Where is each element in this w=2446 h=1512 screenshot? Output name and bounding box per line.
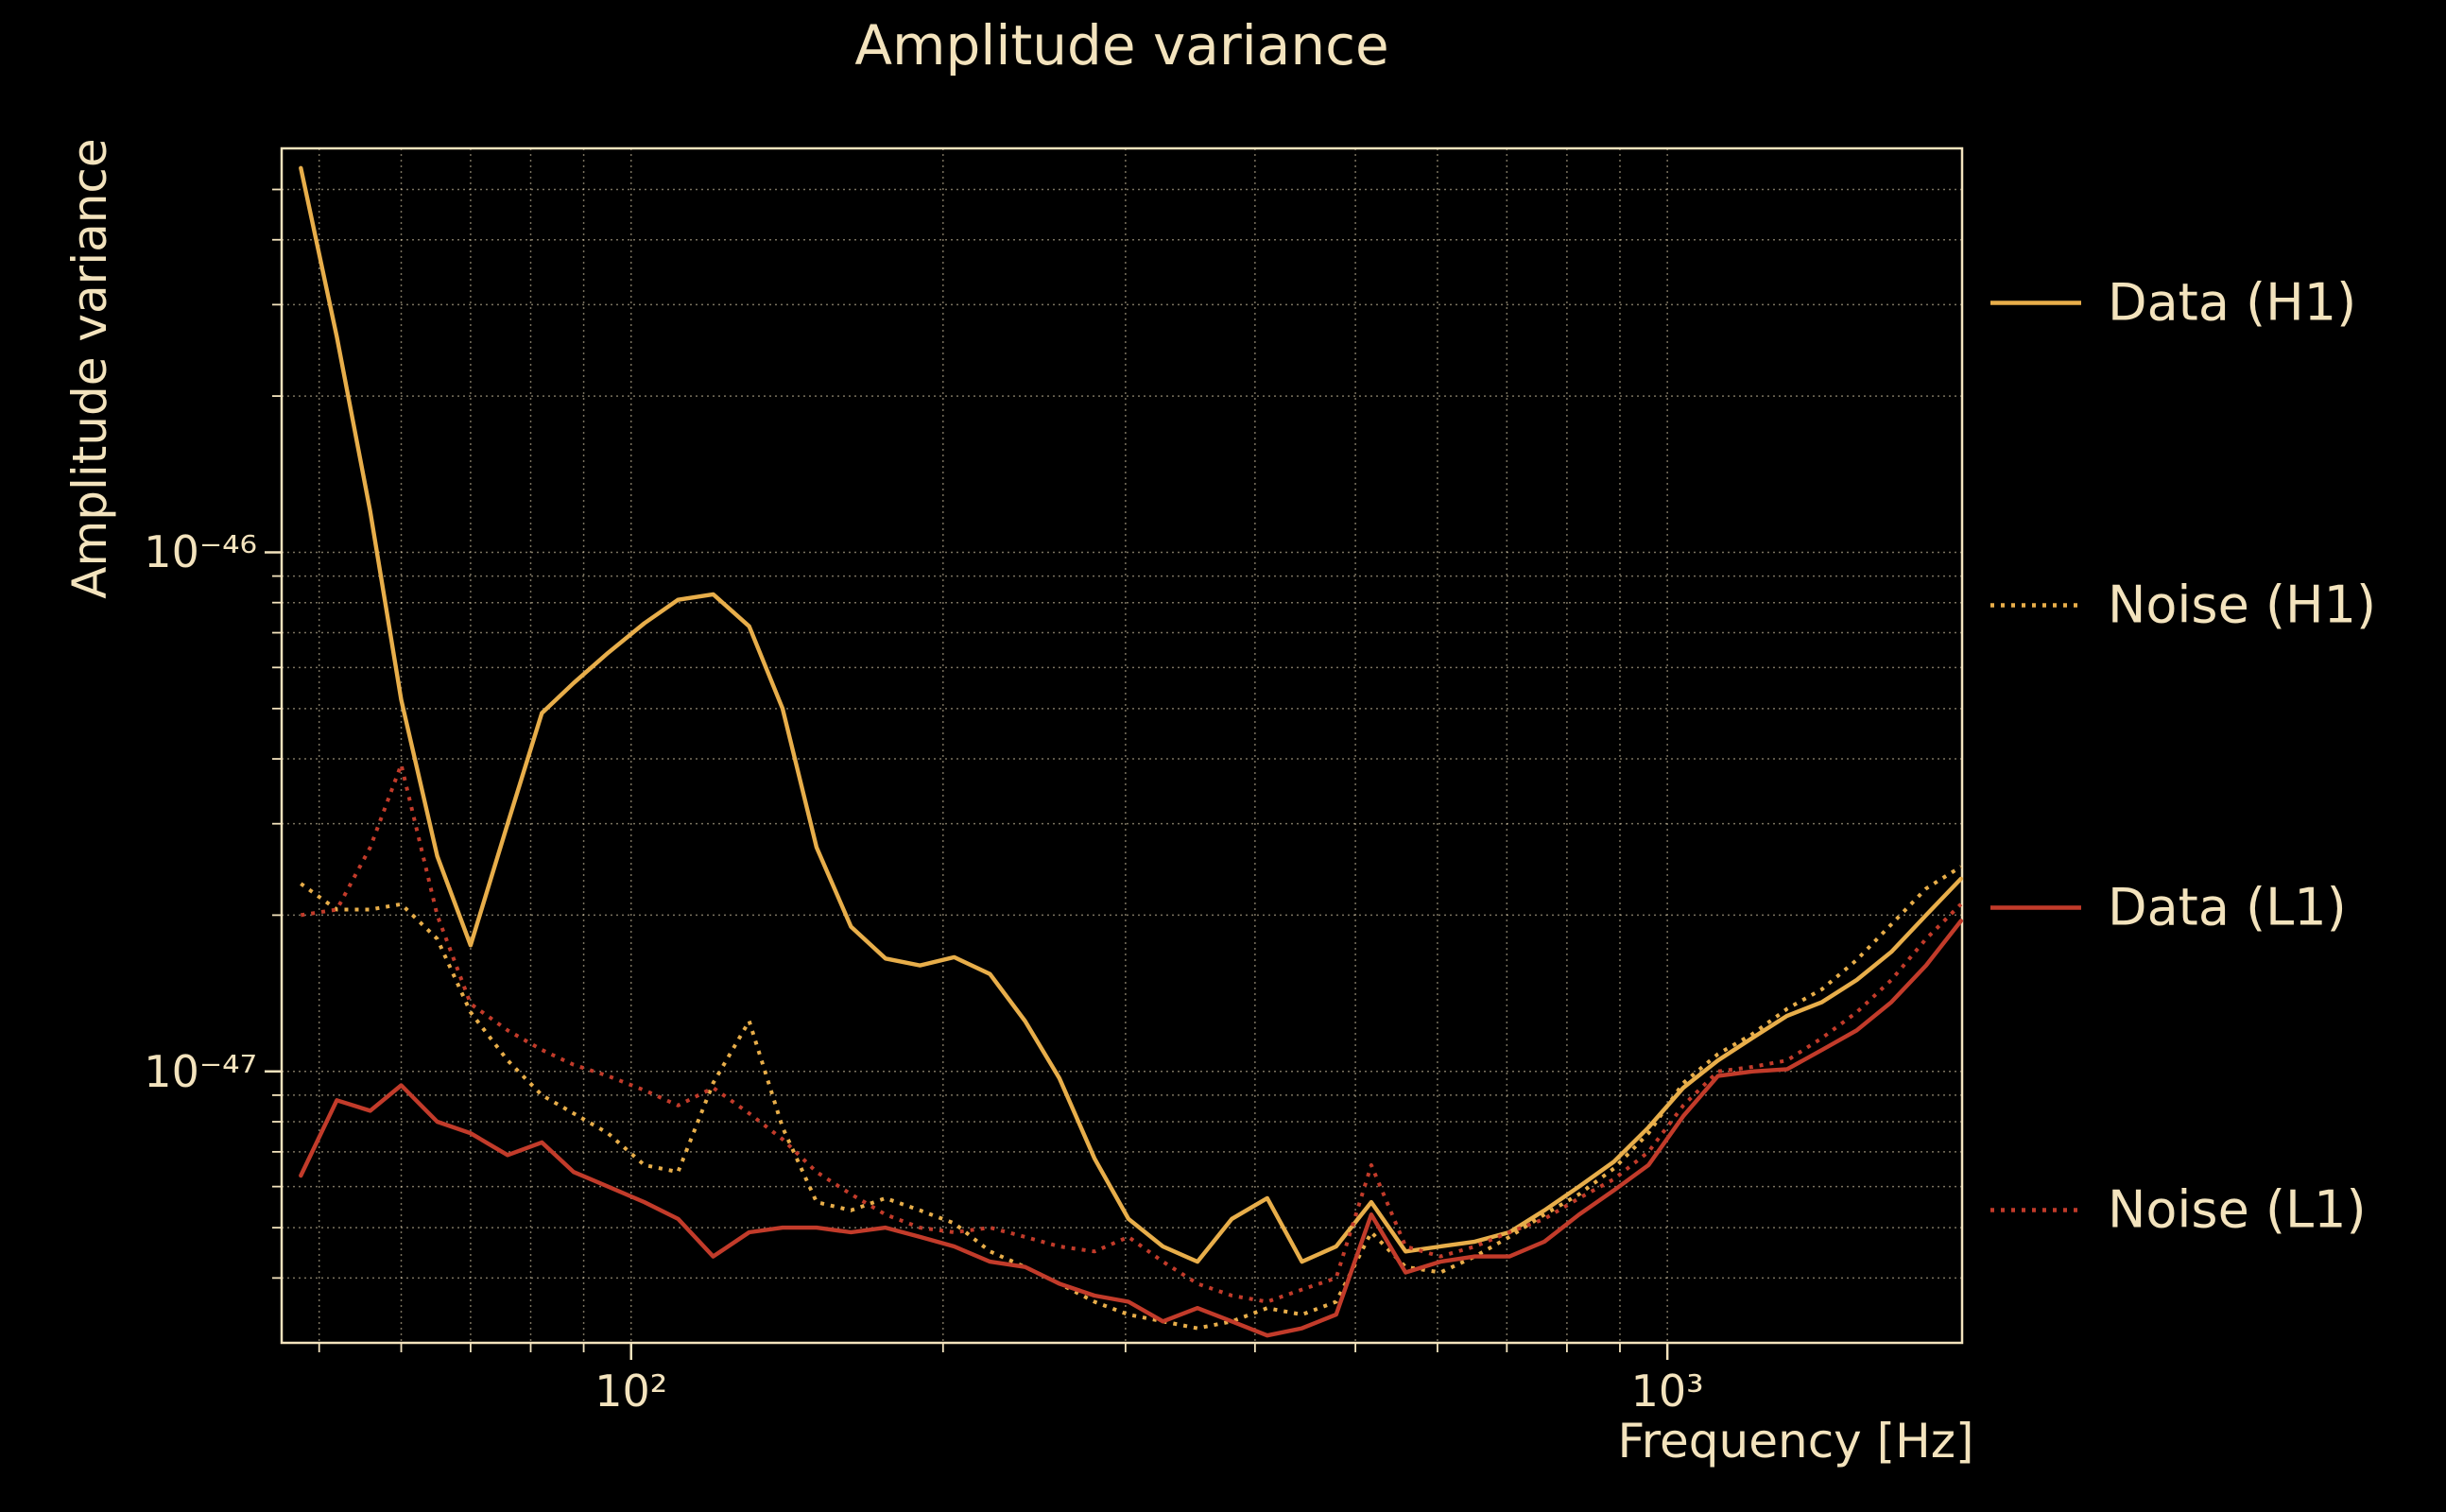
legend-line-sample-noise-h1 bbox=[1990, 602, 2081, 608]
legend-item-data-l1: Data (L1) bbox=[1990, 878, 2347, 937]
legend-line-sample-noise-l1 bbox=[1990, 1207, 2081, 1212]
x-axis-label: Frequency [Hz] bbox=[1617, 1414, 1974, 1469]
legend-label: Data (L1) bbox=[2108, 877, 2347, 937]
legend-label: Data (H1) bbox=[2108, 272, 2357, 333]
legend-item-noise-l1: Noise (L1) bbox=[1990, 1180, 2367, 1240]
plot-border bbox=[280, 146, 1964, 1345]
series-line-data-h1 bbox=[299, 165, 1963, 1264]
x-tick-label: 10³ bbox=[1630, 1366, 1704, 1417]
series-line-noise-l1 bbox=[300, 763, 1963, 1304]
series-line-data-l1 bbox=[299, 919, 1963, 1338]
legend-item-noise-h1: Noise (H1) bbox=[1990, 576, 2376, 635]
legend-label: Noise (L1) bbox=[2108, 1179, 2367, 1240]
y-tick-label: 10⁻⁴⁷ bbox=[144, 1045, 257, 1097]
chart-title: Amplitude variance bbox=[854, 13, 1389, 77]
y-tick-label: 10⁻⁴⁶ bbox=[144, 526, 257, 578]
legend-label: Noise (H1) bbox=[2108, 575, 2377, 635]
x-tick-label: 10² bbox=[594, 1366, 668, 1417]
legend-line-sample-data-h1 bbox=[1990, 300, 2081, 305]
legend-line-sample-data-l1 bbox=[1990, 904, 2081, 910]
legend-item-data-h1: Data (H1) bbox=[1990, 273, 2356, 333]
series-line-noise-h1 bbox=[300, 865, 1962, 1331]
y-axis-label: Amplitude variance bbox=[62, 138, 117, 599]
